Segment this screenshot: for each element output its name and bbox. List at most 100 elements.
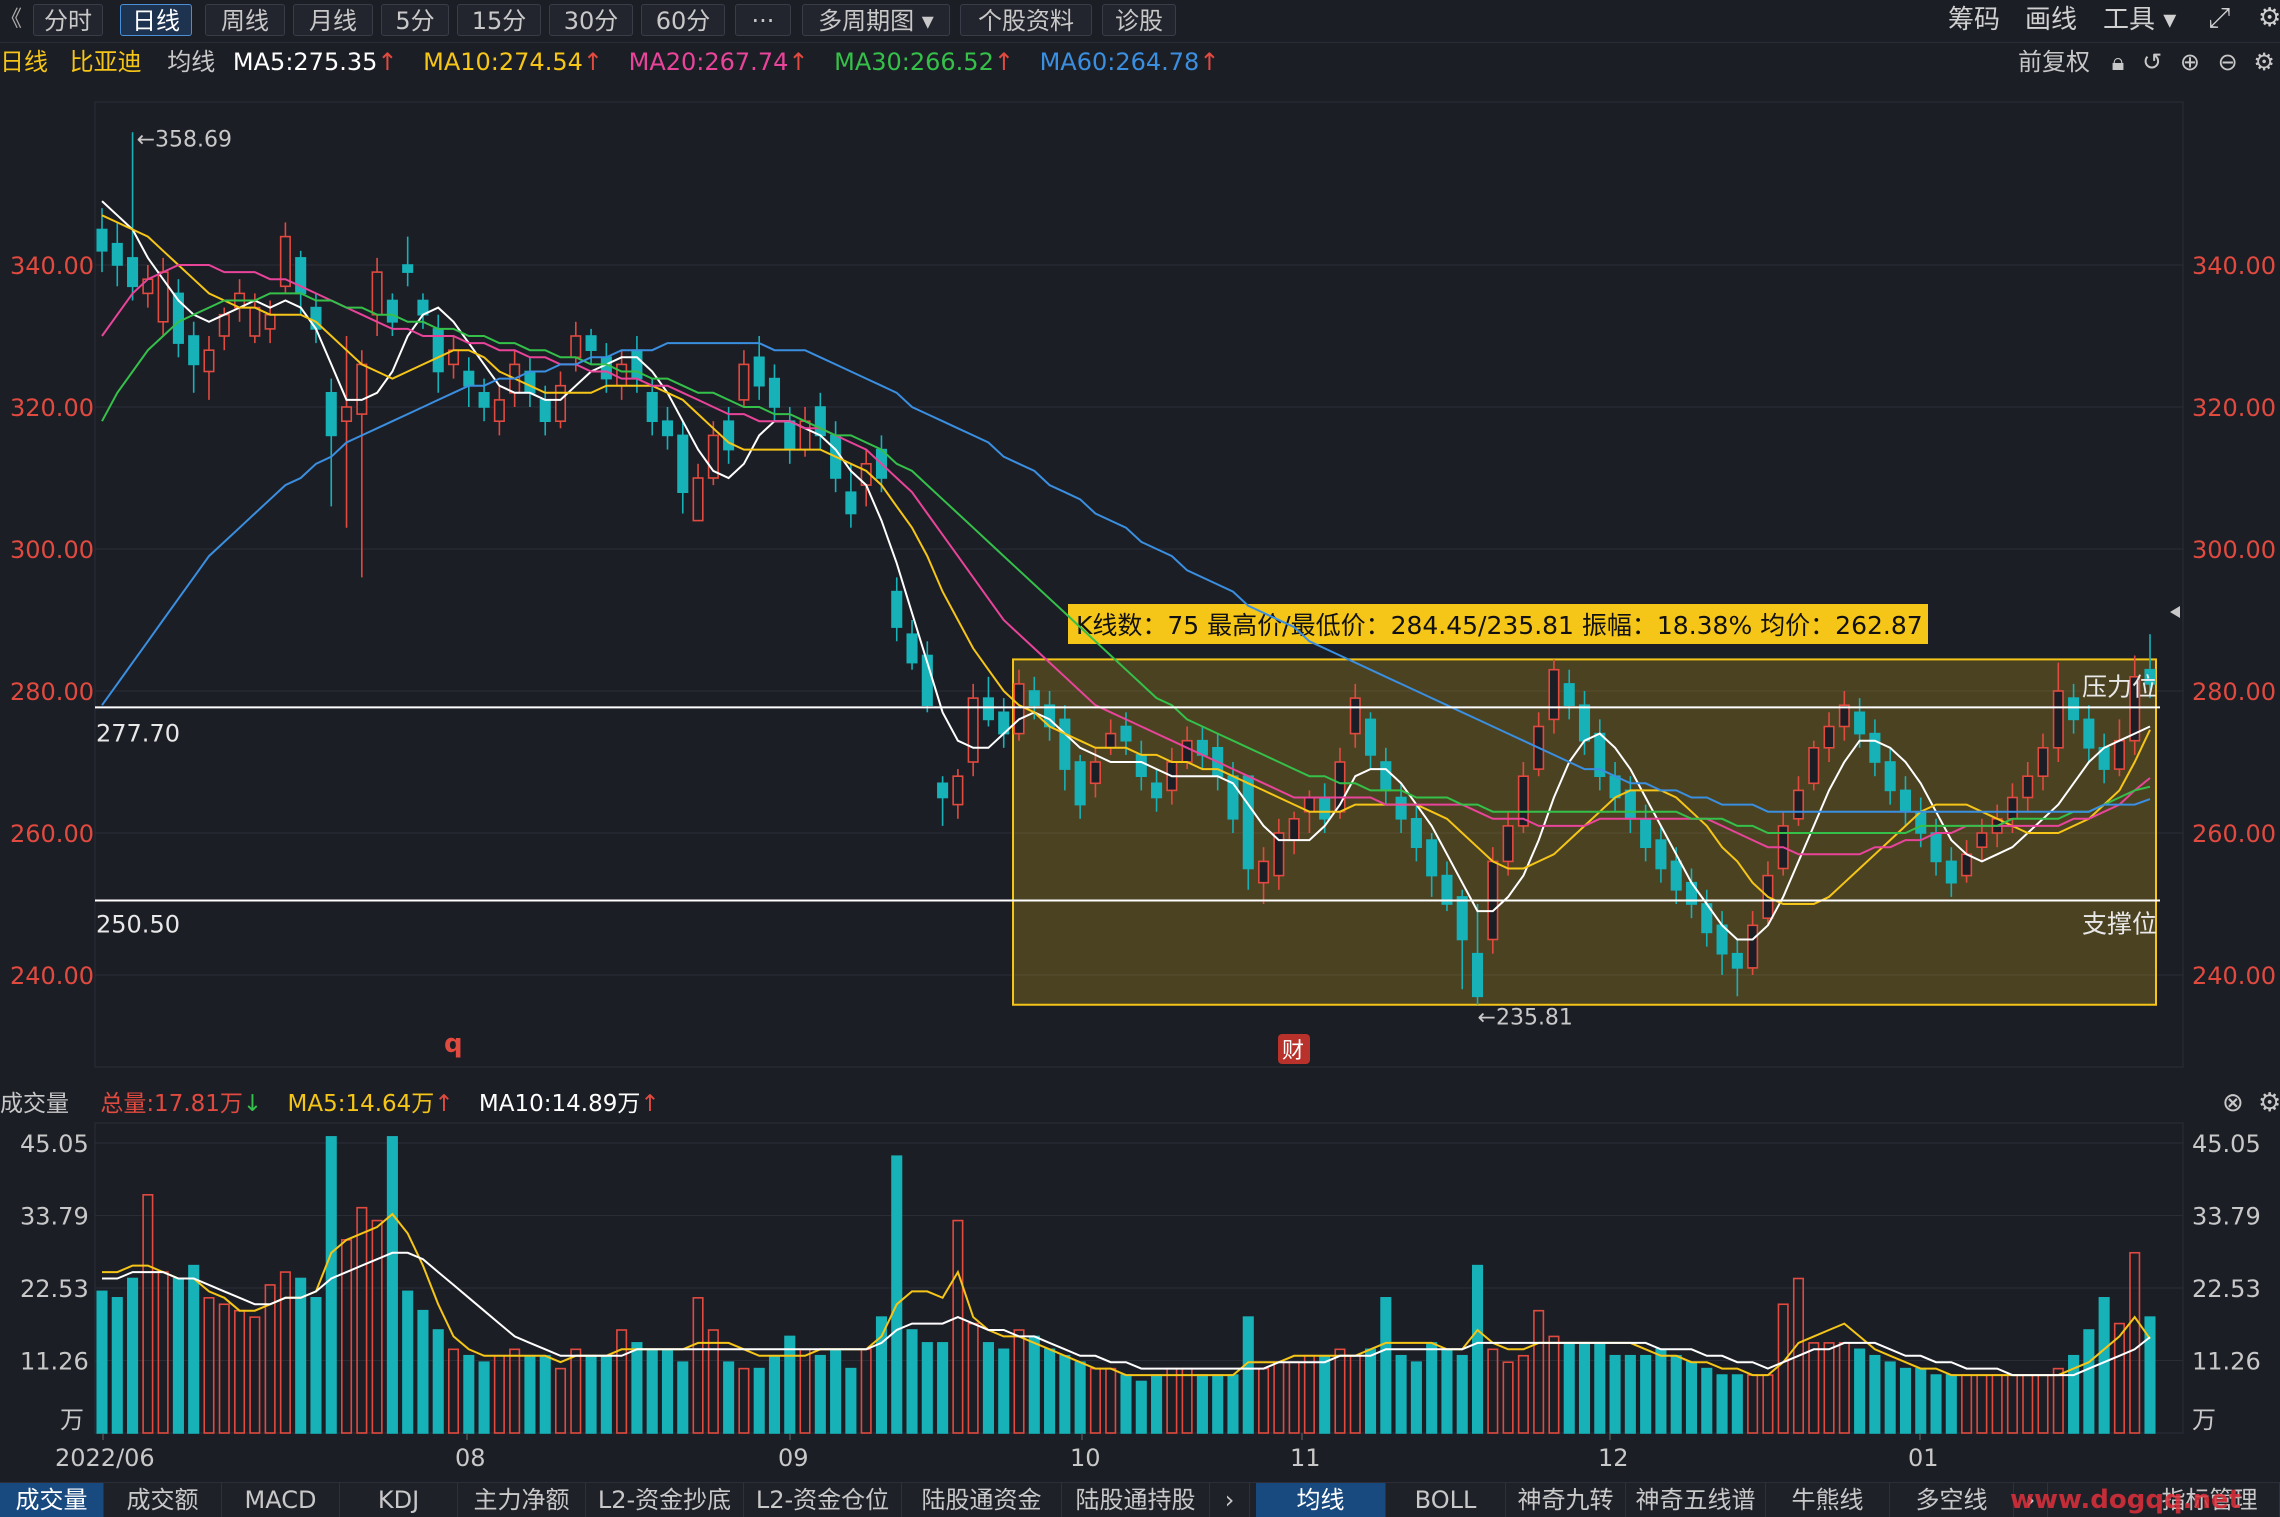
tab-l2-position[interactable]: L2-资金仓位	[744, 1483, 902, 1517]
candle[interactable]	[2144, 634, 2156, 699]
volume-bar[interactable]	[249, 1316, 261, 1434]
volume-bar[interactable]	[723, 1361, 735, 1434]
volume-bar[interactable]	[1640, 1354, 1652, 1434]
volume-bar[interactable]	[96, 1290, 108, 1434]
candle[interactable]	[1426, 833, 1438, 897]
volume-bar[interactable]	[1731, 1374, 1743, 1434]
volume-bar[interactable]	[768, 1354, 781, 1434]
diagnose-button[interactable]: 诊股	[1102, 4, 1176, 36]
tab-l2-bottom[interactable]: L2-资金抄底	[586, 1483, 744, 1517]
volume-bar[interactable]	[264, 1284, 276, 1434]
tab-magic-five[interactable]: 神奇五线谱	[1626, 1483, 1766, 1517]
candle[interactable]	[1151, 769, 1163, 812]
candle[interactable]	[1823, 712, 1835, 762]
volume-bar[interactable]	[1792, 1277, 1805, 1434]
volume-bar[interactable]	[1563, 1342, 1575, 1434]
chart-settings-icon[interactable]: ⚙	[2253, 48, 2275, 76]
volume-bar[interactable]	[1395, 1354, 1407, 1434]
tab-5min[interactable]: 5分	[381, 4, 449, 36]
volume-bar[interactable]	[1854, 1348, 1866, 1434]
volume-bar[interactable]	[1685, 1361, 1698, 1434]
candle[interactable]	[1731, 939, 1743, 997]
volume-bar[interactable]	[1334, 1348, 1346, 1434]
candle[interactable]	[1655, 825, 1667, 883]
chips-button[interactable]: 筹码	[1948, 5, 2001, 35]
tab-macd[interactable]: MACD	[222, 1483, 340, 1517]
marker-q[interactable]: q	[444, 1029, 463, 1059]
volume-bar[interactable]	[1471, 1264, 1484, 1434]
volume-bar[interactable]	[616, 1329, 628, 1434]
volume-bar[interactable]	[1028, 1335, 1040, 1434]
candle[interactable]	[1089, 747, 1101, 798]
volume-bar[interactable]	[1227, 1374, 1239, 1434]
volume-bar[interactable]	[2113, 1322, 2125, 1434]
candle[interactable]	[1456, 889, 1468, 990]
candle[interactable]	[2022, 762, 2034, 812]
volume-bar[interactable]	[845, 1367, 857, 1434]
volume-bar[interactable]	[218, 1303, 230, 1434]
candle[interactable]	[340, 336, 353, 528]
volume-bar[interactable]	[738, 1367, 750, 1434]
candle[interactable]	[1349, 683, 1361, 748]
candle[interactable]	[937, 776, 949, 826]
marker-cai[interactable]: 财	[1282, 1039, 1304, 1064]
volume-bar[interactable]	[952, 1219, 964, 1434]
tab-turnover[interactable]: 成交额	[104, 1483, 222, 1517]
volume-bar[interactable]	[661, 1348, 674, 1434]
more-button[interactable]: ···	[735, 4, 791, 36]
volume-bar[interactable]	[509, 1348, 521, 1434]
undo-icon[interactable]: ↺	[2142, 48, 2163, 76]
candle[interactable]	[1395, 783, 1407, 833]
volume-bar[interactable]	[279, 1271, 291, 1434]
zoom-out-icon[interactable]: ⊖	[2217, 48, 2238, 76]
chevron-right-icon[interactable]: ›	[1210, 1483, 1250, 1517]
volume-bar[interactable]	[402, 1290, 414, 1434]
candle[interactable]	[325, 378, 337, 507]
volume-bar[interactable]	[1701, 1367, 1713, 1434]
volume-bar[interactable]	[906, 1329, 918, 1434]
tools-dropdown[interactable]: 工具 ▾	[2103, 5, 2177, 35]
candle[interactable]	[2083, 705, 2095, 762]
volume-bar[interactable]	[570, 1348, 582, 1434]
volume-bar[interactable]	[1945, 1374, 1957, 1434]
tab-monthly[interactable]: 月线	[293, 4, 373, 36]
candle[interactable]	[585, 328, 597, 365]
tab-daily[interactable]: 日线	[120, 4, 192, 36]
volume-bar[interactable]	[1808, 1342, 1820, 1434]
candle[interactable]	[1869, 719, 1881, 777]
volume-bar[interactable]	[998, 1348, 1010, 1434]
volume-bar[interactable]	[1915, 1367, 1927, 1434]
tab-magic-nine[interactable]: 神奇九转	[1506, 1483, 1626, 1517]
volume-bar[interactable]	[1624, 1354, 1636, 1434]
volume-bar[interactable]	[921, 1342, 933, 1434]
candle[interactable]	[967, 683, 979, 777]
volume-bar[interactable]	[172, 1277, 184, 1434]
tab-long-short[interactable]: 多空线	[1890, 1483, 2014, 1517]
candle[interactable]	[188, 321, 200, 393]
draw-button[interactable]: 画线	[2025, 5, 2078, 35]
tab-hk-holding[interactable]: 陆股通持股	[1062, 1483, 1210, 1517]
volume-bar[interactable]	[1151, 1374, 1163, 1434]
volume-bar[interactable]	[325, 1136, 337, 1434]
candle[interactable]	[677, 421, 689, 514]
candle[interactable]	[2052, 662, 2064, 762]
volume-bar[interactable]	[1196, 1374, 1208, 1434]
candle[interactable]	[707, 421, 719, 486]
tab-intraday[interactable]: 分时	[33, 4, 103, 36]
volume-bar[interactable]	[1410, 1361, 1422, 1434]
candle[interactable]	[738, 350, 750, 407]
volume-bar[interactable]	[463, 1354, 475, 1434]
candle[interactable]	[768, 364, 781, 422]
volume-settings-icon[interactable]: ⚙	[2258, 1088, 2280, 1118]
candle[interactable]	[723, 407, 735, 464]
tab-30min[interactable]: 30分	[549, 4, 633, 36]
candle[interactable]	[96, 208, 108, 273]
volume-bar[interactable]	[1884, 1361, 1896, 1434]
volume-bar[interactable]	[753, 1367, 765, 1434]
volume-bar[interactable]	[830, 1348, 842, 1434]
volume-bar[interactable]	[1013, 1329, 1025, 1434]
volume-bar[interactable]	[631, 1342, 643, 1434]
volume-bar[interactable]	[2083, 1329, 2095, 1434]
candle[interactable]	[1884, 747, 1896, 805]
